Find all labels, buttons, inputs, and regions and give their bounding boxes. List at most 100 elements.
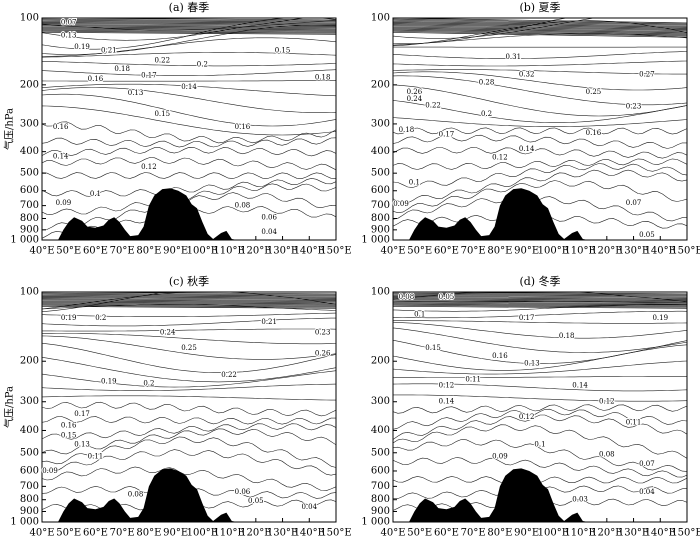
contour-line bbox=[393, 439, 687, 472]
contour-label: 0.23 bbox=[626, 102, 642, 110]
contour-label: 0.04 bbox=[639, 488, 655, 496]
contour-label: 0.2 bbox=[95, 314, 106, 322]
top-band-line bbox=[393, 298, 687, 301]
y-tick-label: 900 bbox=[371, 506, 390, 517]
contour-line bbox=[393, 414, 687, 440]
x-tick-label: 120°E bbox=[240, 528, 271, 539]
top-band-line bbox=[42, 19, 336, 23]
contour-label: 0.19 bbox=[652, 314, 668, 322]
contour-label: 0.03 bbox=[572, 496, 588, 504]
contour-label: 0.06 bbox=[261, 213, 277, 221]
contour-line bbox=[42, 105, 336, 136]
top-band-line bbox=[42, 24, 336, 27]
contour-label: 0.15 bbox=[154, 110, 170, 118]
frame bbox=[41, 291, 337, 523]
top-band-line bbox=[42, 297, 336, 300]
top-band-line bbox=[42, 301, 336, 305]
top-band-line bbox=[393, 26, 687, 33]
contour-label: 0.05 bbox=[439, 293, 455, 301]
contour-label: 0.23 bbox=[315, 329, 331, 337]
contour-label: 0.19 bbox=[61, 314, 77, 322]
top-band-line bbox=[42, 20, 336, 24]
top-band-line bbox=[393, 302, 687, 306]
y-tick-label: 700 bbox=[371, 481, 390, 492]
x-tick-label: 100°E bbox=[538, 528, 569, 539]
contour-label: 0.04 bbox=[261, 228, 277, 236]
contour-label: 0.2 bbox=[481, 110, 492, 118]
x-tick-label: 80°E bbox=[136, 246, 161, 257]
contour-label: 0.19 bbox=[101, 378, 117, 386]
y-tick-label: 900 bbox=[20, 506, 39, 517]
contour-line bbox=[42, 401, 336, 417]
y-tick-label: 700 bbox=[371, 200, 390, 211]
contour-line bbox=[42, 312, 336, 317]
contour-label: 0.16 bbox=[586, 129, 602, 137]
contour-line bbox=[393, 71, 687, 91]
contour-label: 0.12 bbox=[492, 154, 508, 162]
contour-label: 0.17 bbox=[141, 72, 157, 80]
top-band-line bbox=[393, 23, 687, 29]
contour-label: 0.07 bbox=[61, 19, 77, 27]
contour-line bbox=[393, 163, 687, 188]
y-tick-label: 100 bbox=[20, 13, 39, 24]
y-tick-label: 600 bbox=[371, 465, 390, 476]
x-tick-label: 150°E bbox=[671, 246, 700, 257]
x-tick-label: 110°E bbox=[564, 528, 595, 539]
contour-line bbox=[42, 335, 336, 360]
contour-label: 0.09 bbox=[492, 453, 508, 461]
contour-label: 0.14 bbox=[181, 83, 197, 91]
contour-label: 0.27 bbox=[639, 71, 655, 79]
contour-label: 0.25 bbox=[586, 88, 602, 96]
contour-label: 0.26 bbox=[407, 88, 423, 96]
contour-label: 0.22 bbox=[221, 371, 237, 379]
contour-label: 0.17 bbox=[74, 410, 90, 418]
contour-line bbox=[393, 320, 687, 324]
contour-label: 0.05 bbox=[639, 231, 655, 239]
contour-label: 0.32 bbox=[519, 71, 535, 79]
x-tick-label: 90°E bbox=[163, 246, 188, 257]
contour-label: 0.07 bbox=[639, 460, 655, 468]
x-tick-label: 90°E bbox=[514, 246, 539, 257]
contour-line bbox=[42, 370, 336, 388]
y-tick-label: 800 bbox=[371, 213, 390, 224]
contour-line bbox=[393, 180, 687, 214]
y-tick-label: 600 bbox=[20, 465, 39, 476]
y-tick-label: 600 bbox=[371, 185, 390, 196]
contour-line bbox=[393, 310, 687, 319]
y-tick-label: 200 bbox=[371, 356, 390, 367]
x-tick-label: 60°E bbox=[83, 246, 108, 257]
contour-label: 0.18 bbox=[114, 65, 130, 73]
contour-label: 0.28 bbox=[479, 78, 495, 86]
y-tick-label: 300 bbox=[20, 396, 39, 407]
top-band-line bbox=[393, 25, 687, 32]
y-tick-label: 400 bbox=[371, 425, 390, 436]
top-band-line bbox=[42, 294, 336, 298]
contour-line bbox=[42, 87, 336, 113]
top-band-line bbox=[42, 302, 336, 306]
contour-line bbox=[393, 75, 687, 106]
contour-line bbox=[42, 177, 336, 197]
contour-label: 0.1 bbox=[409, 178, 420, 186]
contour-label: 0.14 bbox=[519, 145, 535, 153]
contour-line bbox=[42, 383, 336, 391]
y-tick-label: 100 bbox=[20, 287, 39, 298]
contour-label: 0.18 bbox=[559, 332, 575, 340]
top-band-line bbox=[393, 296, 687, 299]
plot-area bbox=[393, 18, 687, 240]
contour-line bbox=[42, 18, 336, 50]
top-band-line bbox=[393, 297, 687, 300]
top-band-line bbox=[393, 20, 687, 27]
x-tick-label: 150°E bbox=[320, 246, 351, 257]
contour-line bbox=[42, 449, 336, 476]
contour-line bbox=[393, 344, 687, 371]
y-tick-label: 300 bbox=[371, 118, 390, 129]
x-tick-label: 120°E bbox=[591, 246, 622, 257]
y-tick-label: 600 bbox=[20, 185, 39, 196]
terrain bbox=[42, 468, 238, 522]
contour-label: 0.19 bbox=[74, 43, 90, 51]
contour-label: 0.15 bbox=[61, 431, 77, 439]
x-tick-label: 130°E bbox=[618, 528, 649, 539]
plot-area bbox=[393, 292, 687, 522]
